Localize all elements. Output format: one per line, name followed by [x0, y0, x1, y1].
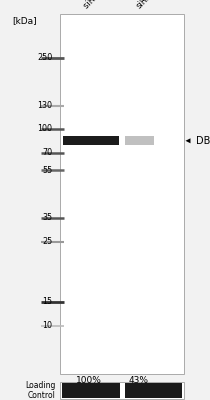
Bar [125, 383, 182, 398]
Text: 130: 130 [38, 102, 52, 110]
Bar [125, 136, 154, 145]
Text: 10: 10 [42, 322, 52, 330]
Text: 100%: 100% [76, 376, 102, 385]
Text: Loading
Control: Loading Control [25, 381, 56, 400]
Text: [kDa]: [kDa] [13, 16, 37, 25]
Text: DBR1: DBR1 [196, 136, 210, 146]
Text: 100: 100 [38, 124, 52, 133]
Text: 35: 35 [42, 214, 52, 222]
Bar [62, 383, 120, 398]
Text: 55: 55 [42, 166, 52, 174]
Text: 70: 70 [42, 148, 52, 157]
Bar [60, 14, 184, 374]
Text: siRNA#1: siRNA#1 [134, 0, 167, 10]
Text: 25: 25 [42, 238, 52, 246]
Text: siRNA ctrl: siRNA ctrl [82, 0, 117, 10]
Bar [63, 136, 119, 145]
Bar [60, 382, 184, 399]
Text: 15: 15 [42, 298, 52, 306]
Text: 250: 250 [37, 54, 52, 62]
Text: 43%: 43% [129, 376, 149, 385]
